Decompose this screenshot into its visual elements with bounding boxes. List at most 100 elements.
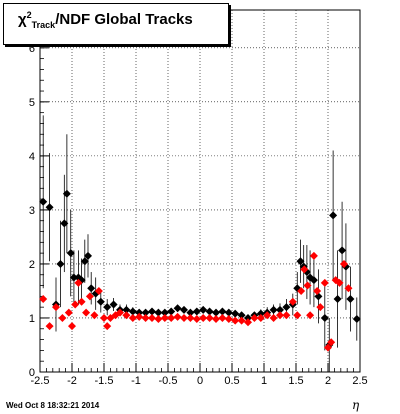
data-point-black <box>69 273 78 282</box>
data-point-black <box>148 307 156 316</box>
data-point-black <box>338 246 347 255</box>
data-point-black <box>346 295 355 304</box>
data-point-black <box>87 284 96 293</box>
data-point-black <box>276 305 284 314</box>
timestamp: Wed Oct 8 18:32:21 2014 <box>6 401 100 410</box>
data-point-red <box>324 343 332 352</box>
data-point-black <box>180 305 188 314</box>
x-axis-label: η <box>352 398 360 412</box>
y-tick-label: 4 <box>29 151 35 163</box>
data-point-black <box>45 203 54 212</box>
data-point-red <box>244 318 252 327</box>
data-point-red <box>282 311 291 320</box>
data-point-red <box>313 286 322 295</box>
data-point-red <box>335 278 344 287</box>
data-point-red <box>192 315 201 324</box>
data-point-red <box>148 313 156 322</box>
data-point-black <box>60 219 69 228</box>
x-tick-label: 1.5 <box>288 375 303 387</box>
data-point-black <box>199 305 208 314</box>
data-point-black <box>84 251 92 260</box>
data-point-black <box>192 307 201 316</box>
data-point-black <box>309 276 318 285</box>
x-tick-label: 1 <box>261 375 267 387</box>
data-point-black <box>62 189 71 198</box>
data-point-red <box>64 308 73 317</box>
y-axis-label: χ²Track/NDF <box>0 83 50 142</box>
x-tick-label: -0.5 <box>159 375 178 387</box>
data-point-black <box>154 308 163 317</box>
data-point-black <box>237 311 246 320</box>
data-point-red <box>303 281 312 290</box>
data-point-black <box>212 308 220 317</box>
data-points <box>39 189 361 352</box>
data-point-black <box>329 211 338 220</box>
y-tick-label: 2 <box>29 259 35 271</box>
y-tick-label: 5 <box>29 97 35 109</box>
data-point-red <box>340 259 348 268</box>
data-point-red <box>212 315 220 324</box>
y-tick-label: 0 <box>29 367 35 379</box>
data-point-black <box>128 307 137 316</box>
data-point-black <box>205 307 214 316</box>
data-point-red <box>122 311 131 320</box>
data-point-black <box>80 257 89 266</box>
data-point-red <box>154 315 163 324</box>
data-point-red <box>327 338 336 347</box>
data-point-black <box>231 309 240 318</box>
data-point-red <box>167 313 176 322</box>
x-tick-label: 2 <box>325 375 331 387</box>
data-point-red <box>306 311 315 320</box>
data-point-red <box>300 265 309 274</box>
data-point-red <box>58 313 67 322</box>
data-point-black <box>103 303 112 312</box>
data-point-red <box>199 313 208 322</box>
data-point-red <box>128 313 137 322</box>
data-point-red <box>100 313 108 322</box>
data-point-red <box>45 322 54 331</box>
data-point-black <box>244 313 252 322</box>
data-point-black <box>256 309 265 318</box>
data-point-black <box>141 308 150 317</box>
data-point-red <box>186 313 195 322</box>
data-point-red <box>263 311 272 320</box>
x-tick-label: 0.5 <box>224 375 239 387</box>
data-point-black <box>320 313 329 322</box>
data-point-black <box>167 307 176 316</box>
data-point-black <box>56 259 65 268</box>
data-point-red <box>205 313 214 322</box>
data-point-red <box>276 311 284 320</box>
data-point-red <box>237 316 246 325</box>
x-tick-label: -1.5 <box>95 375 114 387</box>
data-point-black <box>224 308 233 317</box>
data-point-black <box>96 297 105 306</box>
x-tick-label: -2 <box>67 375 77 387</box>
data-point-red <box>309 251 318 260</box>
data-point-red <box>269 313 278 322</box>
x-tick-label: -1 <box>131 375 141 387</box>
chart-title: χ2Track/NDF Global Tracks <box>18 10 193 30</box>
y-tick-label: 1 <box>29 313 35 325</box>
data-point-red <box>316 303 325 312</box>
axis-tick-labels: -2.5 -2 -1.5 -1 -0.5 0 0.5 1 1.5 2 2.5 0 1 2 3 4 5 6 <box>29 43 368 387</box>
data-point-black <box>135 308 144 317</box>
data-point-red <box>293 311 302 320</box>
data-point-red <box>173 312 182 321</box>
data-point-black <box>282 303 291 312</box>
chart-title-box: χ2Track/NDF Global Tracks <box>3 3 229 45</box>
data-point-red <box>141 313 150 322</box>
data-point-red <box>218 313 227 322</box>
data-point-red <box>68 322 76 331</box>
data-point-black <box>186 308 195 317</box>
data-point-red <box>94 286 103 295</box>
data-point-black <box>39 197 48 206</box>
grid-lines <box>39 10 361 373</box>
x-tick-label: 0 <box>197 375 203 387</box>
data-point-black <box>333 295 342 304</box>
data-point-red <box>160 313 169 322</box>
data-point-red <box>224 315 233 324</box>
data-point-red <box>82 308 91 317</box>
data-point-red <box>344 284 353 293</box>
y-tick-label: 3 <box>29 205 35 217</box>
error-bars <box>42 115 358 372</box>
